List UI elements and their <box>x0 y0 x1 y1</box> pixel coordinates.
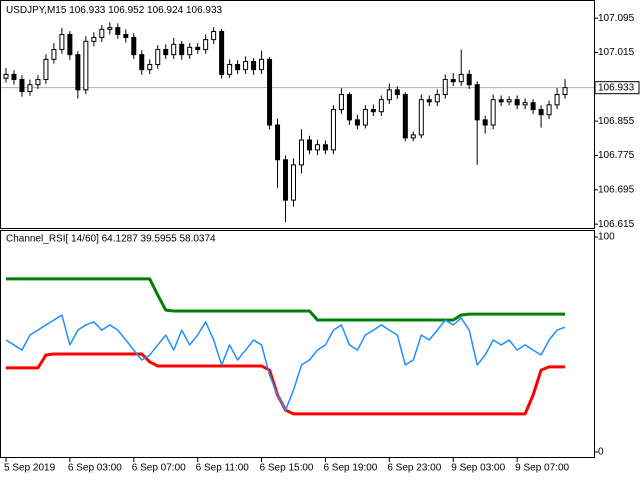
y-tick-label: 107.095 <box>598 13 635 24</box>
ohlc-values: 106.933 106.952 106.924 106.933 <box>69 5 222 16</box>
candle-body <box>410 134 416 139</box>
candle-body <box>434 94 440 103</box>
indicator-title: Channel_RSI[ 14/60] 64.1287 39.5955 58.0… <box>6 234 216 245</box>
candle-body <box>27 84 33 93</box>
candle-body <box>514 99 520 106</box>
candle-body <box>171 43 177 56</box>
candle-body <box>219 30 225 75</box>
x-tick-label: 6 Sep 23:00 <box>387 463 441 474</box>
candle-body <box>99 28 105 38</box>
candle-body <box>402 94 408 139</box>
candle-body <box>386 89 392 101</box>
symbol: USDJPY,M15 <box>6 5 67 16</box>
candle-body <box>554 94 560 106</box>
candle-body <box>139 54 145 71</box>
candle-body <box>474 84 480 121</box>
candle-body <box>418 99 424 136</box>
candle-body <box>35 79 41 86</box>
y-tick-label: 106.695 <box>598 184 635 195</box>
candle-body <box>115 27 121 35</box>
candle-body <box>458 73 464 83</box>
x-tick-label: 6 Sep 19:00 <box>323 463 377 474</box>
candle-body <box>354 119 360 126</box>
candle-body <box>530 102 536 111</box>
y-tick-label: 106.855 <box>598 116 635 127</box>
x-tick-label: 6 Sep 15:00 <box>260 463 314 474</box>
x-tick-label: 6 Sep 07:00 <box>132 463 186 474</box>
candle-body <box>123 33 129 38</box>
last-price-box <box>594 81 640 95</box>
candle-body <box>306 139 312 151</box>
candle-body <box>426 99 432 103</box>
candle-body <box>370 109 376 113</box>
candle-body <box>75 54 81 91</box>
x-tick-label: 9 Sep 03:00 <box>451 463 505 474</box>
candle-body <box>131 36 137 56</box>
y-tick-label: 100 <box>598 232 615 243</box>
candle-body <box>11 73 17 81</box>
candle-body <box>562 87 568 96</box>
candle-body <box>227 64 233 75</box>
y-tick-label: 106.775 <box>598 150 635 161</box>
candle-body <box>314 144 320 151</box>
candle-body <box>283 159 289 201</box>
candle-body <box>466 73 472 86</box>
candle-body <box>330 109 336 151</box>
x-tick-label: 6 Sep 11:00 <box>196 463 250 474</box>
candle-body <box>378 99 384 113</box>
candle-body <box>195 46 201 50</box>
candle-body <box>346 94 352 121</box>
candle-body <box>243 61 249 71</box>
candle-body <box>506 99 512 103</box>
indicator-line <box>5 277 566 322</box>
candle-body <box>179 43 185 56</box>
candle-body <box>394 89 400 96</box>
candle-body <box>322 144 328 151</box>
candle-body <box>59 33 65 50</box>
candle-body <box>91 36 97 42</box>
indicator-line <box>5 314 566 411</box>
candle-body <box>211 30 217 41</box>
candle-body <box>203 39 209 50</box>
candle-body <box>67 33 73 56</box>
candle-body <box>490 99 496 126</box>
candle-body <box>498 99 504 103</box>
candle-body <box>163 48 169 56</box>
y-tick-label: 107.015 <box>598 47 635 58</box>
candle-body <box>51 48 57 60</box>
candle-body <box>43 58 49 81</box>
candle-body <box>338 94 344 111</box>
candle-body <box>19 79 25 93</box>
candle-body <box>3 73 9 79</box>
candle-body <box>442 79 448 96</box>
indicator-panel <box>0 230 595 458</box>
candle-body <box>155 48 161 66</box>
candle-body <box>259 58 265 71</box>
candle-body <box>251 61 257 71</box>
candle-body <box>275 124 281 161</box>
candle-body <box>187 46 193 56</box>
y-tick-label: 0 <box>598 447 604 458</box>
last-price-label: 106.933 <box>598 82 635 93</box>
price-panel <box>0 0 595 229</box>
candle-body <box>235 64 241 71</box>
candle-body <box>538 109 544 116</box>
candle-body <box>362 109 368 126</box>
x-tick-label: 6 Sep 03:00 <box>68 463 122 474</box>
candle-body <box>298 139 304 166</box>
candle-body <box>522 102 528 106</box>
y-tick-label: 106.615 <box>598 219 635 230</box>
candle-body <box>267 58 273 126</box>
x-tick-label: 9 Sep 07:00 <box>515 463 569 474</box>
candle-body <box>83 40 89 91</box>
candle-body <box>450 79 456 83</box>
candle-body <box>546 104 552 116</box>
candle-body <box>147 64 153 71</box>
candle-body <box>291 164 297 201</box>
symbol-title: USDJPY,M15 106.933 106.952 106.924 106.9… <box>6 5 223 16</box>
candle-body <box>482 119 488 126</box>
candle-body <box>107 27 113 30</box>
x-tick-label: 5 Sep 2019 <box>4 463 56 474</box>
